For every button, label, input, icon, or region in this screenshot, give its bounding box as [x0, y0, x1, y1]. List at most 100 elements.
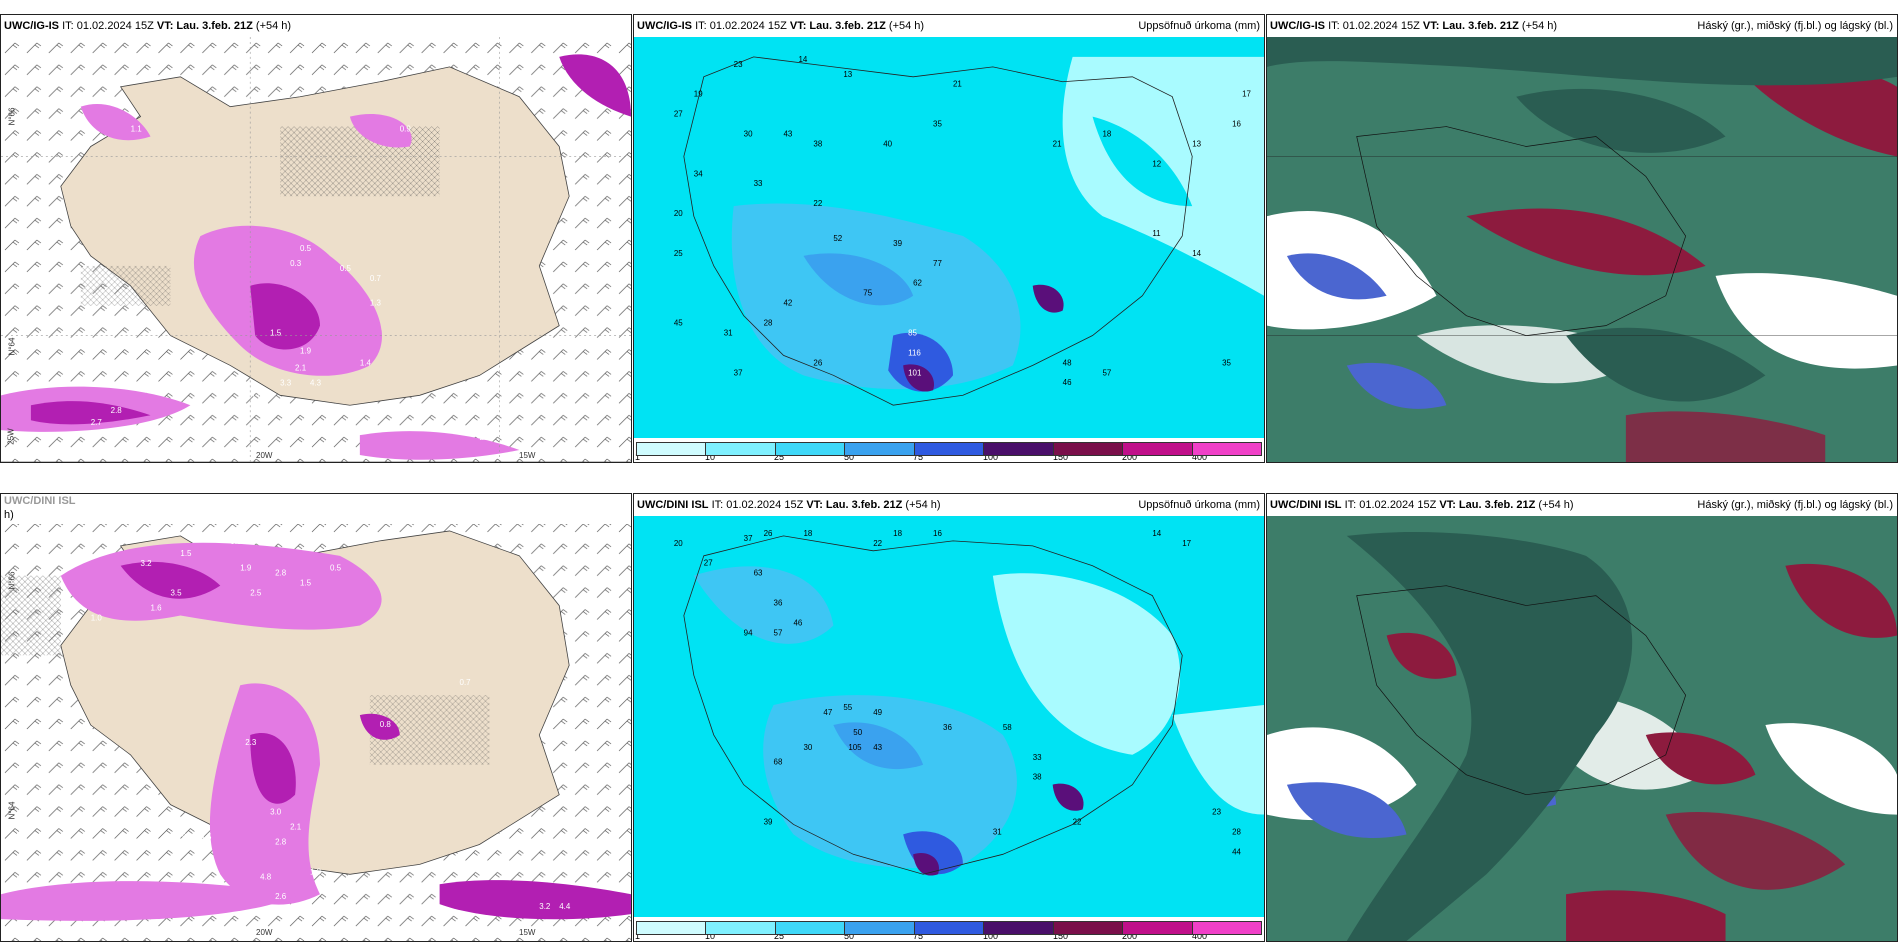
colorbar — [636, 442, 1262, 460]
value-label: 22 — [873, 539, 882, 548]
colorbar-tick: 150 — [1053, 931, 1069, 941]
value-label: 20 — [674, 539, 683, 548]
value-label: 1.4 — [360, 358, 372, 367]
map-cloud-cover — [1267, 516, 1897, 941]
panel-title: Háský (gr.), miðský (fj.bl.) og lágský (… — [1697, 20, 1893, 32]
lead-time: (+54 h) — [905, 499, 941, 511]
colorbar-tick: 25 — [774, 931, 785, 941]
value-label: 35 — [933, 120, 942, 129]
lead-time: (+54 h) — [1521, 20, 1558, 32]
colorbar-swatches — [636, 442, 1262, 456]
value-label: 0.7 — [370, 274, 382, 283]
init-time: IT: 01.02.2024 15Z — [695, 20, 787, 32]
value-label: 2.3 — [245, 738, 257, 747]
value-label: 17 — [1182, 539, 1191, 548]
value-label: 2.8 — [111, 406, 123, 415]
colorbar-tick: 1 — [635, 452, 641, 462]
map-svg: 0.3 1.5 3.2 3.5 1.9 2.8 1.6 1.0 2.5 1.5 … — [1, 516, 631, 941]
colorbar-tick: 50 — [844, 931, 855, 941]
value-label: 94 — [744, 628, 753, 637]
model-name: UWC/DINI ISL — [4, 495, 76, 507]
value-label: 33 — [754, 179, 763, 188]
swatch — [1053, 922, 1124, 934]
value-label: 75 — [863, 289, 872, 298]
value-label: 37 — [734, 368, 743, 377]
value-label: 13 — [1192, 139, 1201, 148]
model-name: UWC/IG-IS — [637, 20, 692, 32]
value-label: 26 — [813, 358, 822, 367]
value-label: 2.2 — [250, 393, 262, 402]
value-label: 57 — [774, 628, 783, 637]
value-label: 17 — [1242, 90, 1251, 99]
init-time: IT: 01.02.2024 15Z — [1344, 499, 1437, 511]
value-label: 46 — [793, 618, 802, 627]
valid-label: VT: — [1439, 499, 1456, 511]
value-label: 23 — [1212, 808, 1221, 817]
value-label: 85 — [908, 329, 917, 338]
value-label: 50 — [853, 728, 862, 737]
value-label: 4.5 — [200, 832, 212, 841]
value-label: 49 — [873, 708, 882, 717]
valid-label: VT: — [156, 20, 174, 32]
valid-label: VT: — [806, 499, 823, 511]
value-label: 16 — [933, 529, 942, 538]
value-label: 4.4 — [559, 902, 571, 911]
value-label: 14 — [798, 55, 807, 64]
lon-label: 15W — [519, 451, 536, 460]
map-accumulated-precip: 20 37 26 18 22 18 16 14 17 27 63 36 94 5… — [634, 516, 1264, 917]
header-continuation: h) — [4, 509, 14, 521]
value-label: 26 — [764, 529, 773, 538]
lead-time: (+54 h) — [255, 20, 292, 32]
value-label: 43 — [784, 130, 793, 139]
value-label: 52 — [833, 234, 842, 243]
value-label: 36 — [774, 599, 783, 608]
value-label: 45 — [674, 319, 683, 328]
map-svg: 23 14 13 21 19 27 30 43 38 40 35 33 34 2… — [634, 37, 1264, 438]
swatch — [845, 922, 915, 934]
map-accumulated-precip: 23 14 13 21 19 27 30 43 38 40 35 33 34 2… — [634, 37, 1264, 438]
value-label: 47 — [823, 708, 832, 717]
value-label: 58 — [1003, 723, 1012, 732]
colorbar-tick: 25 — [774, 452, 785, 462]
colorbar — [636, 921, 1262, 939]
colorbar-tick: 50 — [844, 452, 855, 462]
colorbar-tick: 200 — [1122, 931, 1138, 941]
colorbar-tick: 400 — [1192, 931, 1208, 941]
colorbar-ticks-top: 1 10 25 50 75 100 150 200 400 — [635, 452, 1263, 462]
value-label: 63 — [754, 569, 763, 578]
value-label: 39 — [764, 817, 773, 826]
value-label: 21 — [1053, 139, 1062, 148]
value-label: 2.1 — [290, 823, 302, 832]
value-label: 62 — [913, 279, 922, 288]
colorbar-swatches — [636, 921, 1262, 935]
value-label: 0.4 — [220, 368, 232, 377]
lat-label: N°64 — [7, 337, 17, 356]
value-label: 55 — [843, 703, 852, 712]
swatch — [775, 922, 846, 934]
panel-top-right: UWC/IG-IS IT: 01.02.2024 15Z VT: Lau. 3.… — [1266, 14, 1898, 463]
swatch — [984, 922, 1054, 934]
valid-time: Lau. 3.feb. 21Z — [176, 20, 253, 32]
map-cloud-cover — [1267, 37, 1897, 462]
panel-header: UWC/DINI ISL IT: 01.02.2024 15Z VT: Lau.… — [1267, 494, 1897, 516]
valid-label: VT: — [1422, 20, 1440, 32]
value-label: 0.7 — [460, 678, 472, 687]
model-name: UWC/IG-IS — [4, 20, 59, 32]
value-label: 2.0 — [479, 433, 491, 442]
value-label: 25 — [674, 249, 683, 258]
value-label: 4.8 — [260, 872, 272, 881]
panel-bottom-middle: UWC/DINI ISL IT: 01.02.2024 15Z VT: Lau.… — [633, 493, 1265, 942]
valid-time: Lau. 3.feb. 21Z — [809, 20, 886, 32]
value-label: 40 — [883, 139, 892, 148]
value-label: 2.5 — [250, 589, 262, 598]
value-label: 1.9 — [300, 347, 312, 356]
swatch — [637, 922, 707, 934]
panel-bottom-left: UWC/DINI ISL h) 0.3 1.5 3.2 3.5 1.9 2.8 … — [0, 493, 632, 942]
panel-header: UWC/IG-IS IT: 01.02.2024 15Z VT: Lau. 3.… — [1, 15, 631, 37]
swatch — [1192, 922, 1261, 934]
value-label: 39 — [893, 239, 902, 248]
swatch — [1192, 443, 1261, 455]
value-label: 116 — [908, 348, 921, 357]
init-time: IT: 01.02.2024 15Z — [62, 20, 154, 32]
map-svg: 20 37 26 18 22 18 16 14 17 27 63 36 94 5… — [634, 516, 1264, 917]
